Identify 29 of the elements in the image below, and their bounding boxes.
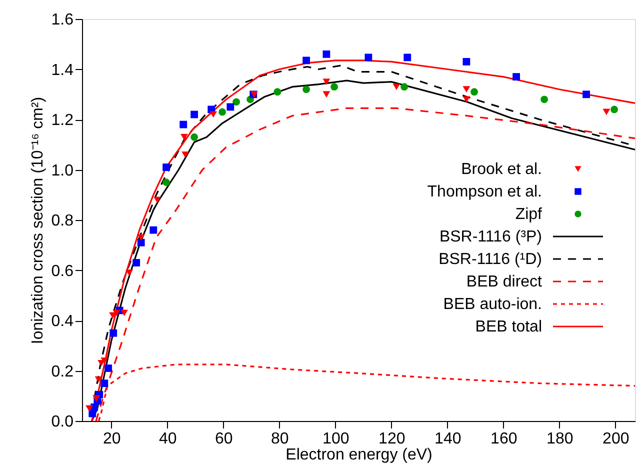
legend-label: BEB total [475,318,542,336]
legend-label: Zipf [515,206,543,223]
x-tick-label: 180 [546,430,574,448]
x-tick-label: 140 [434,430,462,448]
legend-label: BSR-1116 (¹D) [438,251,542,268]
x-tick-label: 40 [159,430,177,448]
legend-label: BSR-1116 (³P) [439,228,542,246]
x-tick-label: 120 [378,430,406,448]
x-tick-label: 100 [322,430,350,448]
x-tick-label: 60 [215,430,233,448]
legend-label: Thompson et al. [427,184,542,200]
x-tick-label: 80 [271,430,289,448]
y-tick-label: 0.0 [51,414,74,430]
y-tick-label: 1.4 [51,62,74,79]
y-tick-label: 1.0 [51,162,74,180]
y-tick-label: 1.2 [51,112,74,129]
y-tick-label: 1.6 [51,12,74,28]
legend-label: Brook et al. [461,161,542,178]
legend-label: BEB auto-ion. [443,296,542,313]
y-tick-label: 0.8 [51,212,74,230]
y-tick-label: 0.4 [51,313,74,330]
x-axis-title: Electron energy (eV) [286,446,432,464]
y-tick-label: 0.2 [51,363,74,380]
x-tick-label: 200 [602,430,630,448]
x-tick-label: 160 [490,430,518,448]
legend-label: BEB direct [466,274,543,290]
y-axis-title: Ionization cross section (10⁻¹⁶ cm²) [29,96,46,344]
y-tick-label: 0.6 [51,262,74,280]
x-tick-label: 20 [103,430,121,448]
